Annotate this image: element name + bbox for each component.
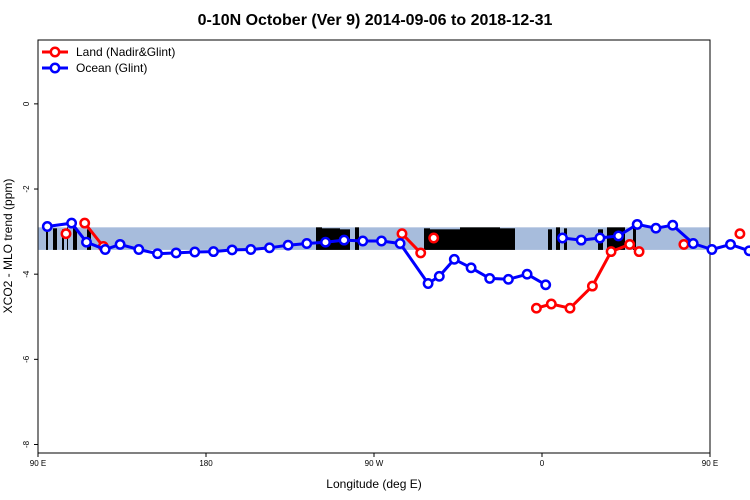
map-strip-land <box>73 228 77 250</box>
map-strip-land <box>633 228 636 250</box>
chart-title: 0-10N October (Ver 9) 2014-09-06 to 2018… <box>198 12 553 29</box>
data-point <box>743 245 750 257</box>
y-tick-label: -2 <box>22 185 31 193</box>
data-point <box>678 238 690 250</box>
legend-ocean-marker <box>49 62 61 74</box>
data-point <box>338 234 350 246</box>
data-point <box>99 244 111 255</box>
data-point <box>396 228 408 240</box>
data-point <box>428 232 440 244</box>
legend-ocean-label: Ocean (Glint) <box>76 61 147 75</box>
data-point <box>564 302 576 314</box>
data-point <box>540 279 552 291</box>
y-tick-label: -8 <box>22 440 31 448</box>
data-point <box>60 228 72 240</box>
legend: Land (Nadir&Glint) Ocean (Glint) <box>42 45 175 75</box>
y-tick-label: -4 <box>22 270 31 278</box>
data-point <box>557 232 568 244</box>
map-strip-land <box>46 227 48 250</box>
y-tick-label: -6 <box>22 355 31 363</box>
x-tick-label: 0 <box>540 459 545 468</box>
series-layer <box>41 217 750 314</box>
data-point <box>734 228 746 240</box>
data-point <box>170 247 182 259</box>
y-tick-label: 0 <box>22 101 31 106</box>
data-point <box>448 253 460 265</box>
x-tick-label: 90 E <box>702 459 718 468</box>
data-point <box>394 238 406 249</box>
data-point <box>208 246 219 258</box>
data-point <box>320 236 331 248</box>
data-point <box>521 268 533 280</box>
data-point <box>41 221 53 232</box>
data-point <box>133 244 145 255</box>
map-strip-land <box>53 228 57 250</box>
x-axis-label: Longitude (deg E) <box>326 477 421 491</box>
data-point <box>152 248 163 260</box>
data-point <box>226 244 238 256</box>
data-point <box>530 302 542 314</box>
data-point <box>502 273 514 285</box>
legend-land-marker <box>49 46 61 58</box>
map-strip-land <box>500 228 515 250</box>
data-point <box>433 270 445 282</box>
data-point <box>81 236 92 248</box>
data-point <box>79 217 91 229</box>
data-point <box>650 222 662 234</box>
map-strip-ocean <box>38 227 710 250</box>
data-point <box>301 238 313 249</box>
data-point <box>422 278 434 289</box>
x-tick-label: 90 W <box>365 459 384 468</box>
data-point <box>631 218 643 230</box>
data-point <box>66 217 78 229</box>
data-point <box>357 235 369 247</box>
data-point <box>376 235 387 247</box>
data-point <box>687 238 699 249</box>
map-strip-land <box>548 229 552 250</box>
series-line <box>47 221 547 287</box>
data-point <box>594 232 606 244</box>
data-point <box>624 238 636 250</box>
x-axis: 90 E 180 90 W 0 90 E <box>30 453 718 468</box>
data-point <box>189 246 201 258</box>
data-point <box>282 239 294 251</box>
map-strip-land <box>355 227 359 250</box>
data-point <box>465 262 477 274</box>
series-ocean <box>41 217 750 291</box>
x-tick-label: 180 <box>199 459 213 468</box>
y-axis-label: XCO2 - MLO trend (ppm) <box>1 179 15 314</box>
data-point <box>706 244 718 255</box>
data-point <box>633 246 645 258</box>
data-point <box>245 244 257 255</box>
x-tick-label: 90 E <box>30 459 46 468</box>
map-strip-land <box>424 228 430 250</box>
data-point <box>545 298 557 310</box>
y-axis: 0 -2 -4 -6 -8 <box>22 101 38 448</box>
data-point <box>667 219 679 231</box>
data-point <box>484 272 496 284</box>
data-point <box>613 230 624 242</box>
data-point <box>725 238 736 250</box>
data-point <box>415 247 427 259</box>
map-strip-land <box>62 229 64 250</box>
data-point <box>114 238 126 250</box>
series-land <box>60 217 746 314</box>
map-strip-land <box>460 227 500 250</box>
data-point <box>575 234 587 246</box>
data-point <box>605 246 617 258</box>
data-point <box>586 280 598 292</box>
data-point <box>264 242 275 254</box>
map-strip-land <box>316 227 322 250</box>
legend-land-label: Land (Nadir&Glint) <box>76 45 175 59</box>
